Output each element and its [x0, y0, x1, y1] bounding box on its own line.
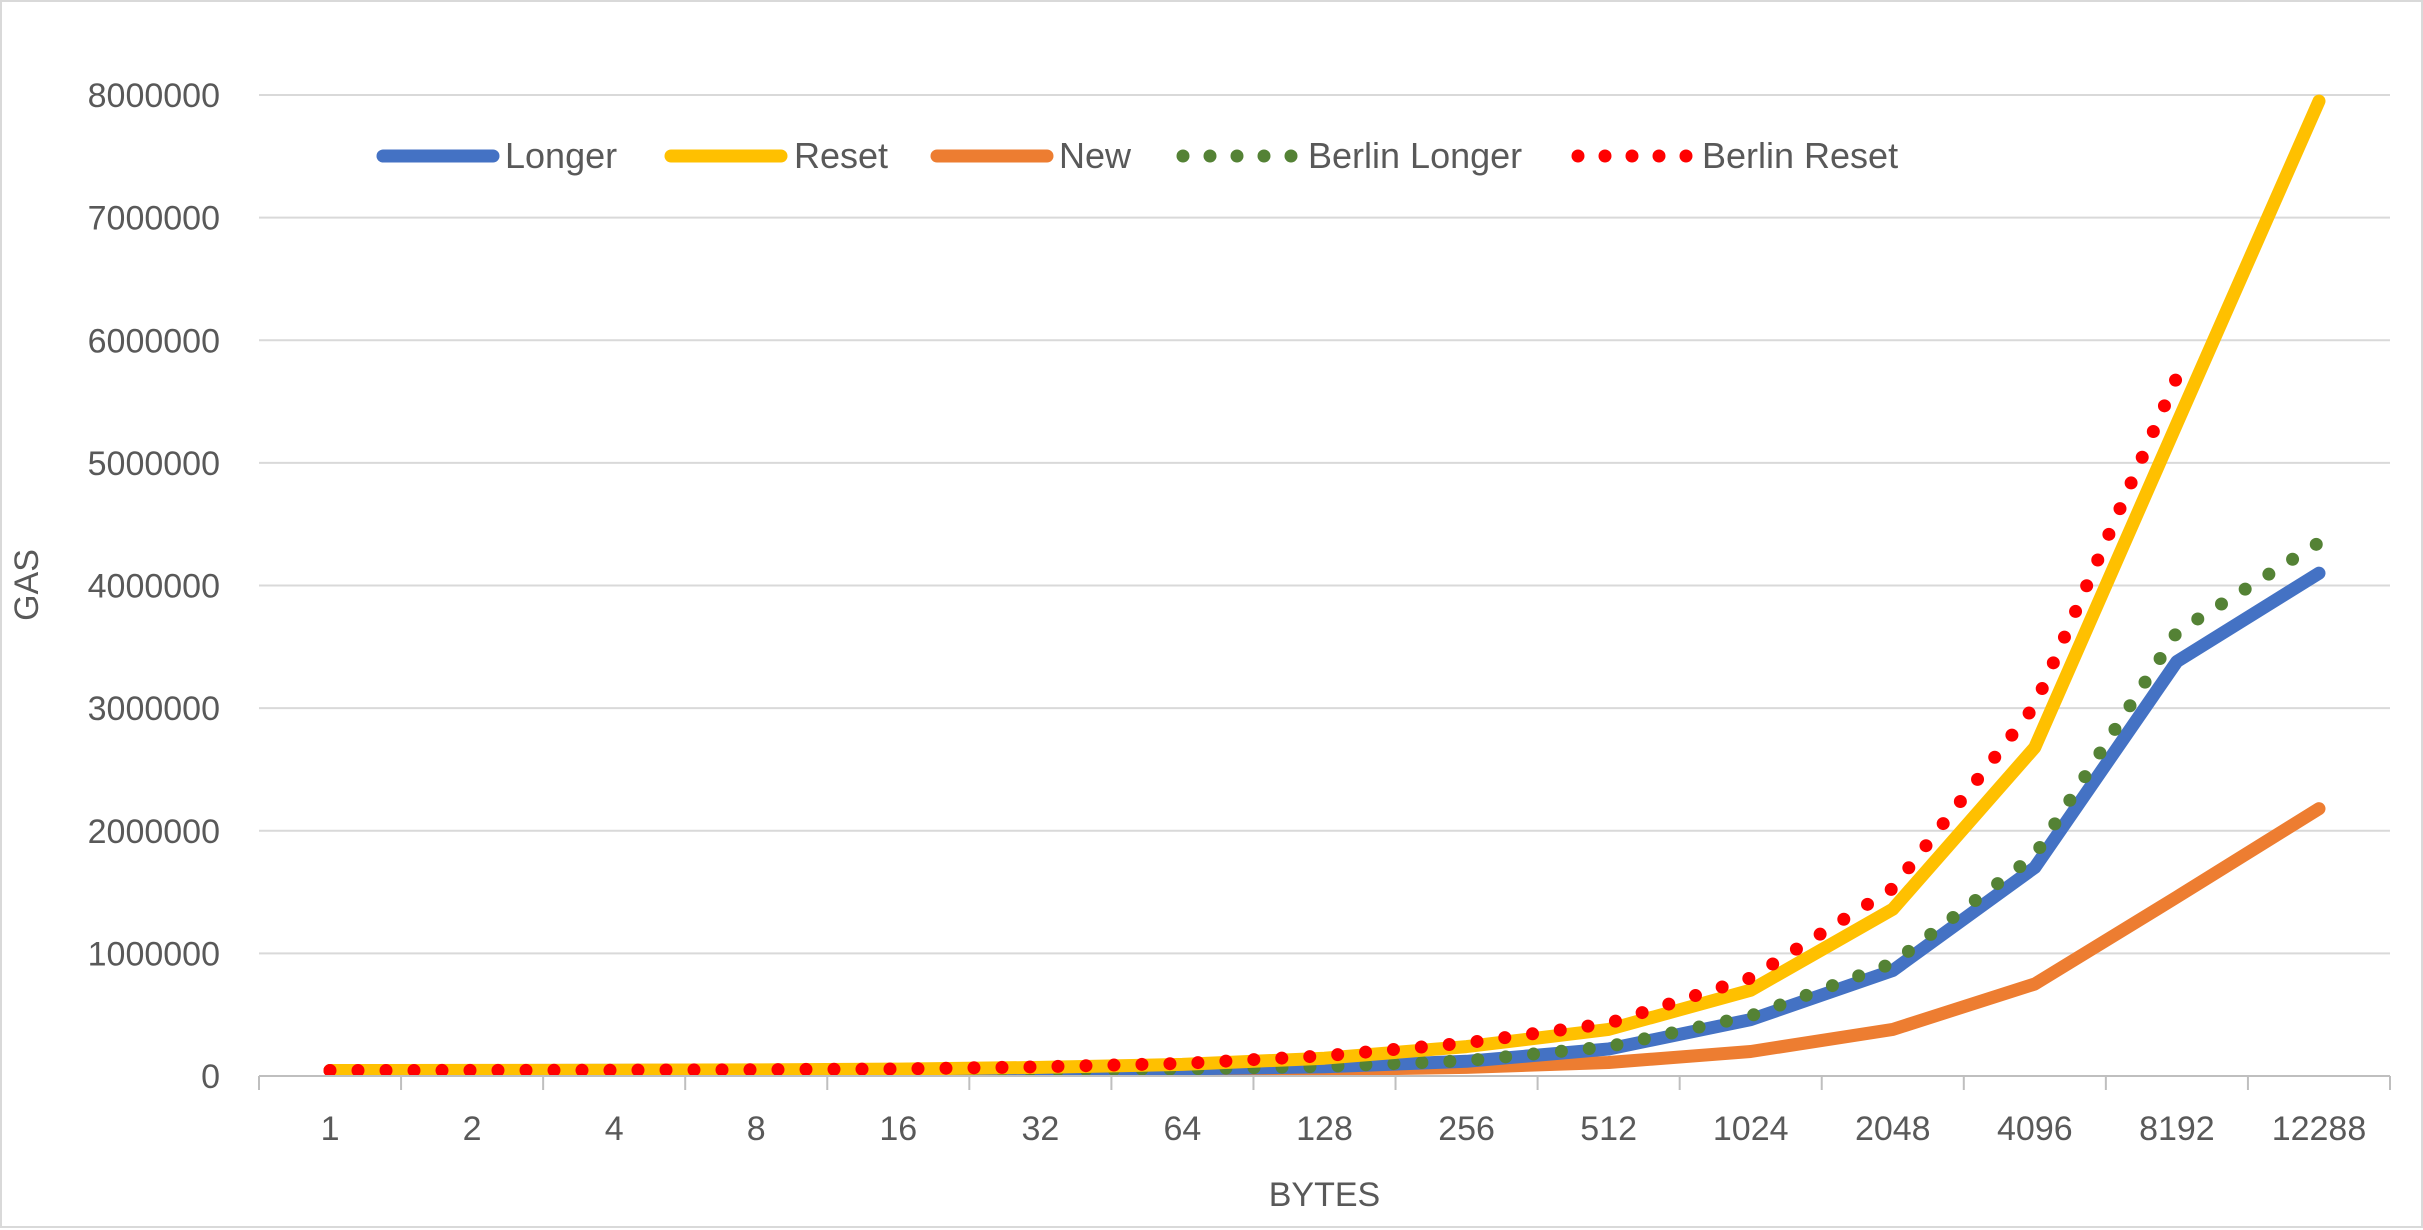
y-tick-label: 2000000: [88, 813, 220, 851]
x-tick-label: 4: [605, 1110, 624, 1148]
series-line-berlin-reset: [323, 370, 2184, 1077]
series-lines: [323, 94, 2326, 1077]
legend-label-reset: Reset: [794, 135, 888, 176]
series-line-longer: [323, 566, 2326, 1077]
legend-label-longer: Longer: [505, 135, 617, 176]
x-tick-label: 2048: [1855, 1110, 1931, 1148]
y-axis-title: GAS: [8, 549, 46, 621]
y-tick-label: 1000000: [88, 935, 220, 973]
x-axis-title: BYTES: [1269, 1176, 1380, 1214]
x-tick-label: 1024: [1713, 1110, 1789, 1148]
legend: Longer Reset New Berlin Longer Berlin Reset: [376, 135, 1898, 176]
x-tick-label: 16: [879, 1110, 917, 1148]
x-tick-label: 64: [1164, 1110, 1202, 1148]
gridlines: [259, 94, 2390, 955]
x-tick-label: 2: [463, 1110, 482, 1148]
series-line-new: [323, 802, 2326, 1077]
legend-label-berlin-longer: Berlin Longer: [1308, 135, 1522, 176]
axes: 0 1000000 2000000 3000000 4000000 5000000 6000…: [88, 77, 2391, 1148]
x-tick-label: 1: [321, 1110, 340, 1148]
y-tick-label: 0: [201, 1058, 220, 1096]
x-tick-label: 8192: [2139, 1110, 2215, 1148]
y-tick-label: 6000000: [88, 322, 220, 360]
x-tick-label: 12288: [2272, 1110, 2367, 1148]
x-tick-label: 32: [1021, 1110, 1059, 1148]
x-tick-label: 4096: [1997, 1110, 2073, 1148]
y-tick-label: 3000000: [88, 690, 220, 728]
y-tick-label: 5000000: [88, 445, 220, 483]
legend-label-new: New: [1059, 135, 1132, 176]
x-tick-label: 256: [1438, 1110, 1495, 1148]
legend-label-berlin-reset: Berlin Reset: [1702, 135, 1898, 176]
y-tick-label: 4000000: [88, 568, 220, 606]
y-tick-label: 7000000: [88, 200, 220, 238]
x-tick-label: 128: [1296, 1110, 1353, 1148]
y-tick-label: 8000000: [88, 77, 220, 115]
x-tick-label: 512: [1580, 1110, 1637, 1148]
x-tick-label: 8: [747, 1110, 766, 1148]
